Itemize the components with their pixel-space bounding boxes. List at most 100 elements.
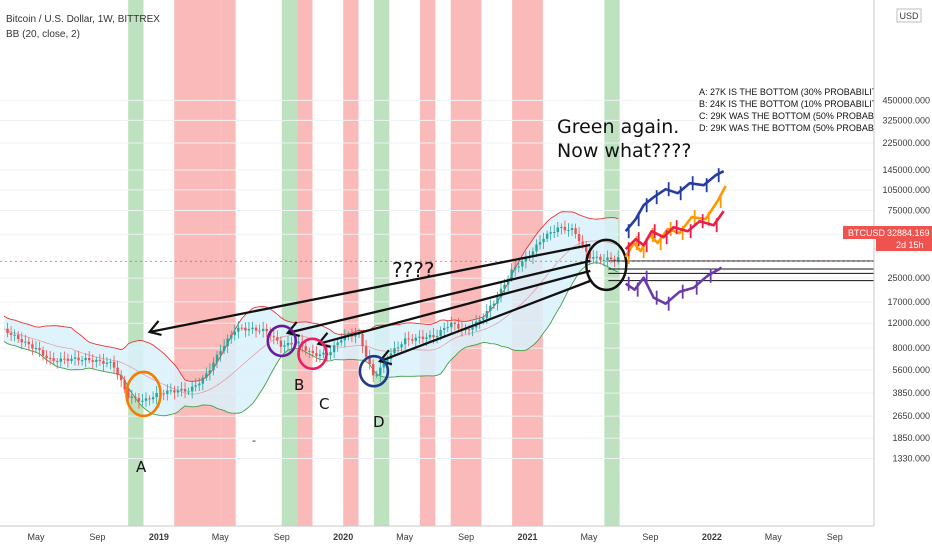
candle-body xyxy=(471,327,474,330)
time-tick-label: May xyxy=(396,532,414,542)
time-tick-label: May xyxy=(580,532,598,542)
candle-body xyxy=(134,396,137,399)
time-tick-label: 2021 xyxy=(518,532,538,542)
candle-body xyxy=(31,344,34,349)
candle-body xyxy=(567,229,570,231)
candle-body xyxy=(425,337,428,339)
candle-body xyxy=(109,361,112,363)
candle-body xyxy=(297,341,300,344)
candle-body xyxy=(52,358,55,361)
time-tick-label: May xyxy=(212,532,230,542)
price-axis-labels: 450000.000 325000.000 225000.000 145000.000… xyxy=(882,95,930,463)
price-tick-label: 5600.000 xyxy=(892,365,930,375)
indicator-title[interactable]: BB (20, close, 2) xyxy=(6,29,80,40)
candle-body xyxy=(592,257,595,259)
candle-body xyxy=(112,361,116,368)
candle-body xyxy=(127,389,130,398)
candle-body xyxy=(38,348,41,350)
candle-body xyxy=(510,269,513,279)
arrow-head-c xyxy=(316,332,331,348)
candle-body xyxy=(24,341,27,343)
candle-body xyxy=(80,360,84,362)
horizontal-levels xyxy=(0,260,874,282)
candle-body xyxy=(524,258,528,262)
candle-body xyxy=(311,350,315,354)
candle-body xyxy=(439,330,442,337)
circle-c xyxy=(297,337,328,371)
scenario-d-note: D: 29K WAS THE BOTTOM (50% PROBABILITY) xyxy=(699,123,898,133)
scenario-a-note: A: 27K IS THE BOTTOM (30% PROBABILITY) xyxy=(699,87,886,97)
candle-body xyxy=(393,348,396,354)
zone-green-0 xyxy=(128,0,144,526)
candle-body xyxy=(119,375,123,381)
candle-body xyxy=(521,261,524,267)
candle-body xyxy=(503,284,506,289)
candle-body xyxy=(27,341,31,345)
candle-body xyxy=(208,370,212,374)
candle-body xyxy=(588,251,591,259)
candle-body xyxy=(496,297,499,304)
candle-body xyxy=(258,330,261,332)
time-axis-labels[interactable]: May Sep 2019 May Sep 2020 May Sep 2021 May Sep 2022… xyxy=(27,532,842,542)
candle-body xyxy=(251,327,254,330)
candle-body xyxy=(499,288,503,298)
candle-body xyxy=(155,392,158,398)
time-tick-label: Sep xyxy=(642,532,658,542)
time-tick-label: May xyxy=(27,532,45,542)
candle-body xyxy=(254,327,258,331)
scenario-b-note: B: 24K IS THE BOTTOM (10% PROBABILITY) xyxy=(699,99,886,109)
candle-body xyxy=(34,348,38,350)
candle-body xyxy=(489,305,492,312)
candle-body xyxy=(453,322,457,324)
candle-body xyxy=(478,319,481,322)
zone-red-4 xyxy=(297,0,313,526)
price-tick-label: 225000.000 xyxy=(882,138,930,148)
candle-body xyxy=(70,358,73,361)
handwritten-line2: Now what???? xyxy=(557,140,691,162)
candle-body xyxy=(492,303,496,306)
time-tick-label: May xyxy=(765,532,783,542)
candle-body xyxy=(41,349,45,356)
candle-body xyxy=(613,259,616,261)
candle-body xyxy=(368,356,371,364)
arrow-line-d xyxy=(379,279,591,363)
lower-band xyxy=(3,262,619,417)
time-tick-label: 2019 xyxy=(149,532,169,542)
price-tick-label: 105000.000 xyxy=(882,185,930,195)
candle-body xyxy=(432,334,435,338)
currency-label: USD xyxy=(899,11,919,21)
candle-body xyxy=(421,336,425,339)
letter-d: D xyxy=(373,413,385,431)
candle-body xyxy=(283,345,286,347)
candle-body xyxy=(148,398,151,400)
candle-body xyxy=(357,333,361,335)
symbol-title[interactable]: Bitcoin / U.S. Dollar, 1W, BITTREX xyxy=(6,14,160,25)
candle-body xyxy=(237,327,240,332)
candle-body xyxy=(379,367,382,376)
candle-body xyxy=(506,278,510,285)
currency-box[interactable] xyxy=(896,8,922,23)
candle-body xyxy=(56,360,59,362)
candle-body xyxy=(308,350,311,352)
candle-body xyxy=(183,388,187,392)
last-price-tag xyxy=(843,226,932,239)
candle-body xyxy=(102,360,105,364)
candle-body xyxy=(563,226,567,231)
candle-body xyxy=(265,328,268,332)
candle-body xyxy=(169,390,173,392)
scenario-c-note: C: 29K WAS THE BOTTOM (50% PROBABILITY) xyxy=(699,111,898,121)
price-tick-label: 450000.000 xyxy=(882,95,930,105)
candle-body xyxy=(198,383,201,386)
candle-body xyxy=(304,346,307,351)
candle-body xyxy=(411,339,414,341)
candle-body xyxy=(279,340,283,347)
candle-body xyxy=(201,377,204,384)
price-tick-label: 2650.000 xyxy=(892,411,930,421)
zone-red-8 xyxy=(450,0,482,526)
letter-c: C xyxy=(319,395,329,413)
time-tick-label: 2022 xyxy=(702,532,722,542)
countdown-value: 2d 15h xyxy=(896,240,924,250)
time-tick-label: 2020 xyxy=(333,532,353,542)
